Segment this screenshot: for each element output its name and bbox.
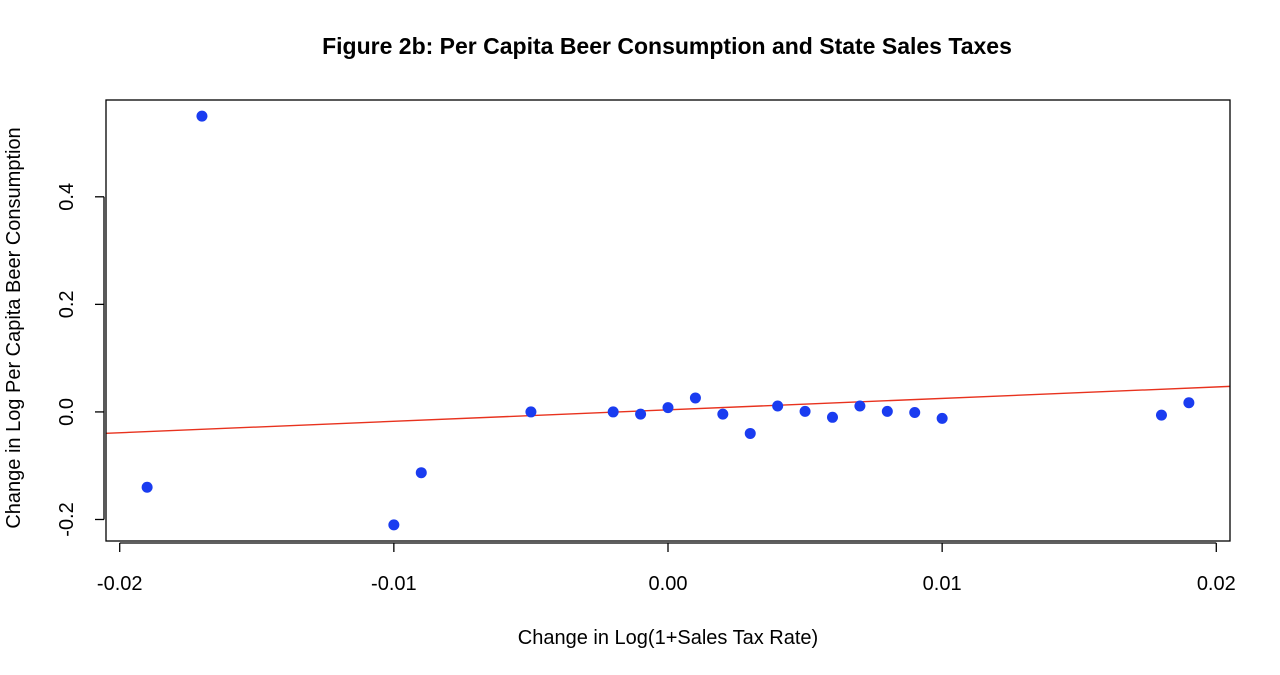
data-point-3: [388, 519, 400, 531]
y-tick-label: 0.2: [56, 290, 78, 318]
data-point-14: [826, 411, 838, 423]
plot-area: [105, 110, 1231, 531]
x-tick-label: -0.01: [371, 573, 417, 595]
data-point-12: [772, 400, 784, 412]
y-tick-label: -0.2: [56, 502, 78, 536]
data-point-9: [689, 392, 701, 404]
y-axis: -0.2 0.0 0.2 0.4: [56, 183, 105, 537]
data-point-5: [525, 406, 537, 418]
data-point-15: [854, 400, 866, 412]
data-point-16: [881, 405, 893, 417]
y-tick-label: 0.0: [56, 398, 78, 426]
chart-title: Figure 2b: Per Capita Beer Consumption a…: [322, 33, 1012, 59]
x-tick-label: 0.02: [1197, 573, 1236, 595]
x-tick-label: 0.01: [923, 573, 962, 595]
plot-frame: [105, 99, 1231, 542]
data-point-7: [635, 408, 647, 420]
data-point-18: [936, 412, 948, 424]
y-axis-label: Change in Log Per Capita Beer Consumptio…: [3, 127, 25, 528]
x-axis: -0.02 -0.01 0.00 0.01 0.02: [97, 542, 1236, 595]
x-tick-label: -0.02: [97, 573, 143, 595]
data-point-17: [909, 406, 921, 418]
data-point-19: [1155, 409, 1167, 421]
data-point-13: [799, 405, 811, 417]
data-point-10: [717, 408, 729, 420]
x-axis-label: Change in Log(1+Sales Tax Rate): [518, 627, 818, 649]
data-point-1: [141, 481, 153, 493]
data-point-11: [744, 427, 756, 439]
data-point-2: [196, 110, 208, 122]
data-point-4: [415, 467, 427, 479]
data-point-20: [1183, 397, 1195, 409]
x-tick-label: 0.00: [649, 573, 688, 595]
data-point-8: [662, 402, 674, 414]
y-tick-label: 0.4: [56, 183, 78, 211]
data-point-6: [607, 406, 619, 418]
